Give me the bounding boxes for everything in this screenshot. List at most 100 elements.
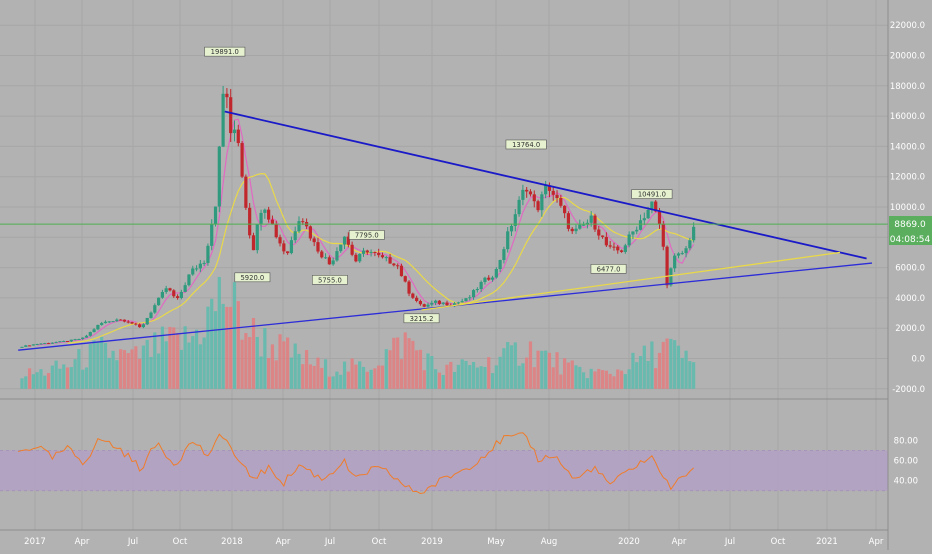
volume-bar	[396, 337, 400, 389]
volume-bar	[407, 338, 411, 389]
annotation-box	[311, 275, 348, 285]
candle-body	[426, 304, 430, 307]
volume-bar	[141, 345, 146, 389]
volume-bar	[202, 337, 206, 389]
candle-body	[96, 324, 100, 330]
candle-body	[138, 324, 142, 328]
volume-bar	[528, 341, 533, 389]
candle-body	[657, 211, 662, 224]
volume-bar	[270, 344, 275, 389]
annotation-box	[348, 230, 385, 240]
candle-body	[365, 250, 369, 253]
candle-body	[540, 194, 544, 211]
candles	[20, 85, 696, 348]
volume-bar	[650, 341, 654, 389]
volume-bar	[293, 343, 297, 389]
candle-body	[555, 194, 559, 198]
candle-body	[445, 302, 449, 306]
volume-bar	[160, 326, 164, 389]
volume-bar	[388, 350, 392, 389]
volume-bar	[358, 361, 362, 389]
candle-body	[502, 249, 506, 261]
volume-bar	[297, 353, 301, 389]
candle-body	[103, 321, 108, 324]
volume-bar	[593, 371, 597, 389]
volume-bar	[642, 345, 646, 389]
volume-bar	[532, 367, 536, 389]
volume-bar	[138, 358, 142, 389]
candle-body	[642, 218, 646, 221]
volume-bar	[418, 349, 423, 389]
candle-body	[240, 143, 244, 177]
candle-body	[468, 297, 472, 299]
trend-lines[interactable]	[18, 110, 873, 351]
volume-bar	[498, 356, 502, 389]
volume-bar	[77, 349, 81, 389]
volume-bar	[274, 360, 278, 389]
candle-body	[111, 321, 115, 323]
volume-bar	[130, 349, 134, 389]
candle-body	[563, 205, 567, 214]
candle-body	[581, 224, 586, 226]
volume-bar	[145, 339, 149, 389]
candle-body	[566, 213, 571, 229]
candle-body	[88, 332, 92, 336]
volume-bar	[688, 361, 692, 389]
candle-body	[316, 242, 320, 252]
volume-bar	[58, 368, 62, 389]
candle-body	[551, 190, 555, 195]
candle-body	[119, 319, 123, 321]
volume-bar	[513, 342, 517, 389]
time-tick-label: May	[487, 537, 505, 547]
candle-body	[574, 228, 578, 232]
candle-body	[293, 231, 297, 241]
candle-body	[369, 251, 373, 253]
volume-bar	[680, 357, 684, 389]
volume-bar	[415, 350, 419, 389]
volume-bar	[521, 363, 525, 389]
candle-body	[202, 262, 206, 264]
volume-bar	[540, 350, 544, 389]
volume-bar	[354, 364, 358, 389]
annotation-box	[631, 189, 673, 199]
rsi-tick-label: 40.00	[894, 477, 918, 487]
volume-bar	[460, 359, 464, 389]
candle-body	[289, 240, 294, 254]
volume-bar	[251, 317, 256, 389]
candle-body	[46, 343, 51, 345]
price-axis[interactable]	[888, 0, 932, 550]
volume-bar	[563, 358, 567, 389]
candle-body	[43, 343, 47, 345]
candle-body	[213, 206, 218, 225]
candle-body	[498, 260, 502, 270]
volume-bar	[619, 370, 624, 389]
trend-line[interactable]	[421, 251, 841, 311]
volume-bar	[339, 374, 343, 389]
countdown-label: 04:08:54	[890, 235, 931, 245]
volume-bar	[335, 371, 339, 389]
volume-bar	[525, 357, 529, 389]
volume-bar	[282, 341, 286, 389]
candle-body	[320, 251, 324, 258]
candle-body	[600, 235, 605, 237]
volume-bar	[471, 361, 476, 389]
rsi-tick-label: 80.00	[894, 436, 918, 446]
volume-bar	[183, 326, 187, 389]
volume-bar	[581, 372, 586, 389]
price-tick-label: 0.0	[911, 355, 925, 365]
candle-body	[676, 253, 681, 256]
candle-body	[175, 296, 180, 298]
volume-bar	[578, 366, 582, 389]
candle-body	[388, 257, 392, 264]
volume-bar	[365, 371, 369, 389]
candle-body	[27, 345, 32, 347]
volume-bar	[494, 365, 498, 389]
candle-body	[335, 251, 339, 261]
volume-bar	[430, 356, 434, 389]
volume-bar	[464, 360, 468, 389]
volume-bar	[73, 359, 77, 389]
trend-line[interactable]	[224, 110, 867, 260]
candle-body	[69, 339, 73, 342]
